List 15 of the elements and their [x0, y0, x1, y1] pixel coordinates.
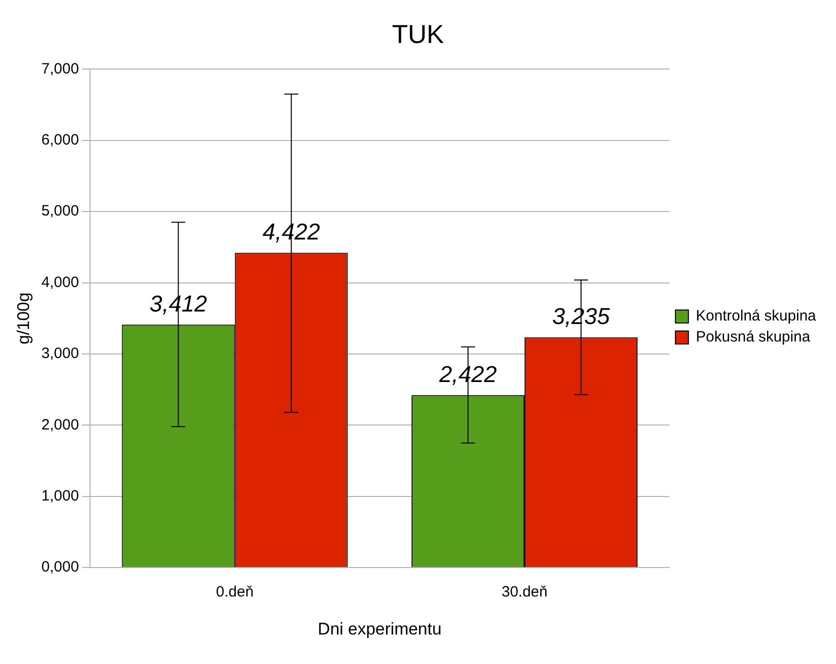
- x-tick-label: 0.deň: [216, 584, 254, 601]
- y-axis-title: g/100g: [14, 292, 33, 344]
- x-tick-label: 30.deň: [502, 584, 548, 601]
- y-tick-label: 0,000: [41, 558, 79, 576]
- x-axis-title: Dni experimentu: [318, 619, 442, 638]
- y-tick-label: 4,000: [41, 274, 79, 291]
- y-tick-label: 7,000: [41, 60, 79, 78]
- y-tick-label: 3,000: [41, 345, 79, 362]
- legend-label: Kontrolná skupina: [696, 308, 817, 325]
- y-tick-label: 1,000: [41, 488, 79, 505]
- y-tick-label: 6,000: [41, 132, 79, 149]
- y-tick-label: 5,000: [41, 202, 79, 220]
- legend-label: Pokusná skupina: [696, 328, 811, 346]
- y-tick-label: 2,000: [41, 416, 79, 434]
- chart-title: TUK: [392, 18, 445, 49]
